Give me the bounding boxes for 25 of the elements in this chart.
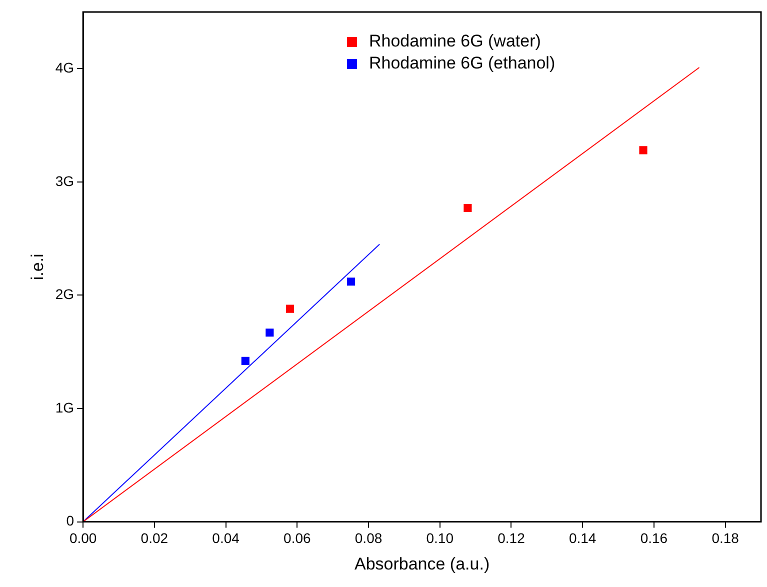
x-tick-label: 0.00 — [69, 530, 97, 546]
y-tick-label: 0 — [66, 512, 74, 529]
x-tick-label: 0.14 — [568, 530, 596, 546]
y-tick-label: 2G — [55, 286, 74, 302]
point — [241, 356, 250, 365]
point — [639, 146, 648, 154]
point — [286, 304, 294, 313]
x-tick-label: 0.08 — [354, 530, 382, 546]
y-tick-label: 4G — [55, 60, 74, 76]
y-axis-title: i.e.i — [28, 254, 47, 280]
x-tick-label: 0.04 — [212, 530, 240, 546]
point — [464, 204, 472, 212]
x-tick-label: 0.06 — [284, 530, 311, 546]
x-tick-label: 0.18 — [712, 530, 740, 546]
point — [266, 328, 274, 337]
x-axis-title: Absorbance (a.u.) — [354, 554, 490, 574]
x-tick-label: 0.02 — [140, 530, 168, 546]
legend-label: Rhodamine 6G (water) — [368, 32, 541, 51]
x-tick-label: 0.10 — [426, 530, 454, 546]
y-tick-label: 3G — [55, 172, 74, 189]
y-tick-label: 1G — [55, 399, 74, 416]
x-tick-label: 0.16 — [640, 530, 668, 546]
x-tick-label: 0.12 — [498, 530, 526, 546]
point — [347, 278, 356, 286]
legend-label: Rhodamine 6G (ethanol) — [368, 54, 556, 73]
